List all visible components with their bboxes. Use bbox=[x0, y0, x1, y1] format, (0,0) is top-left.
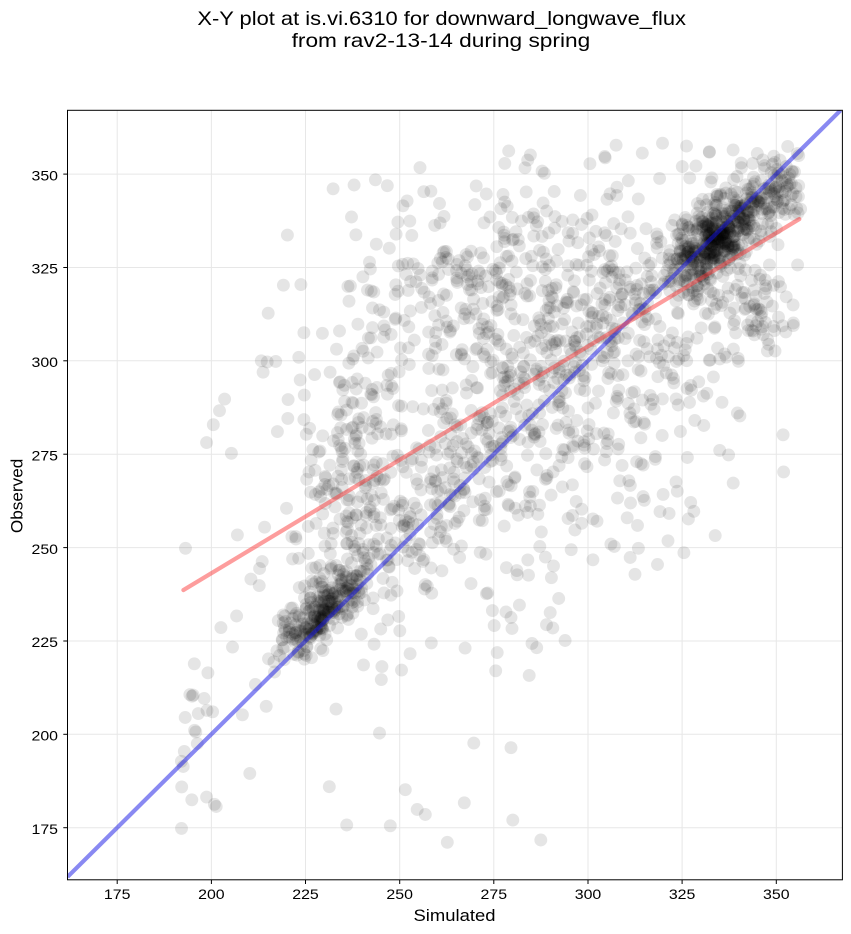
svg-text:Simulated: Simulated bbox=[414, 906, 496, 925]
svg-text:275: 275 bbox=[481, 887, 508, 903]
svg-text:275: 275 bbox=[32, 448, 59, 464]
svg-text:175: 175 bbox=[32, 822, 59, 838]
svg-text:175: 175 bbox=[104, 887, 131, 903]
svg-text:300: 300 bbox=[575, 887, 602, 903]
svg-text:200: 200 bbox=[198, 887, 225, 903]
svg-text:250: 250 bbox=[32, 542, 59, 558]
svg-text:350: 350 bbox=[32, 168, 59, 184]
svg-text:325: 325 bbox=[32, 262, 59, 278]
svg-text:Observed: Observed bbox=[7, 459, 26, 534]
svg-text:X-Y plot at is.vi.6310 for dow: X-Y plot at is.vi.6310 for downward_long… bbox=[197, 8, 686, 30]
svg-text:250: 250 bbox=[386, 887, 413, 903]
svg-text:200: 200 bbox=[32, 729, 59, 745]
svg-text:225: 225 bbox=[32, 635, 59, 651]
svg-text:225: 225 bbox=[292, 887, 319, 903]
svg-text:350: 350 bbox=[763, 887, 790, 903]
svg-text:300: 300 bbox=[32, 355, 59, 371]
svg-text:from rav2-13-14 during spring: from rav2-13-14 during spring bbox=[292, 30, 591, 52]
svg-text:325: 325 bbox=[669, 887, 696, 903]
